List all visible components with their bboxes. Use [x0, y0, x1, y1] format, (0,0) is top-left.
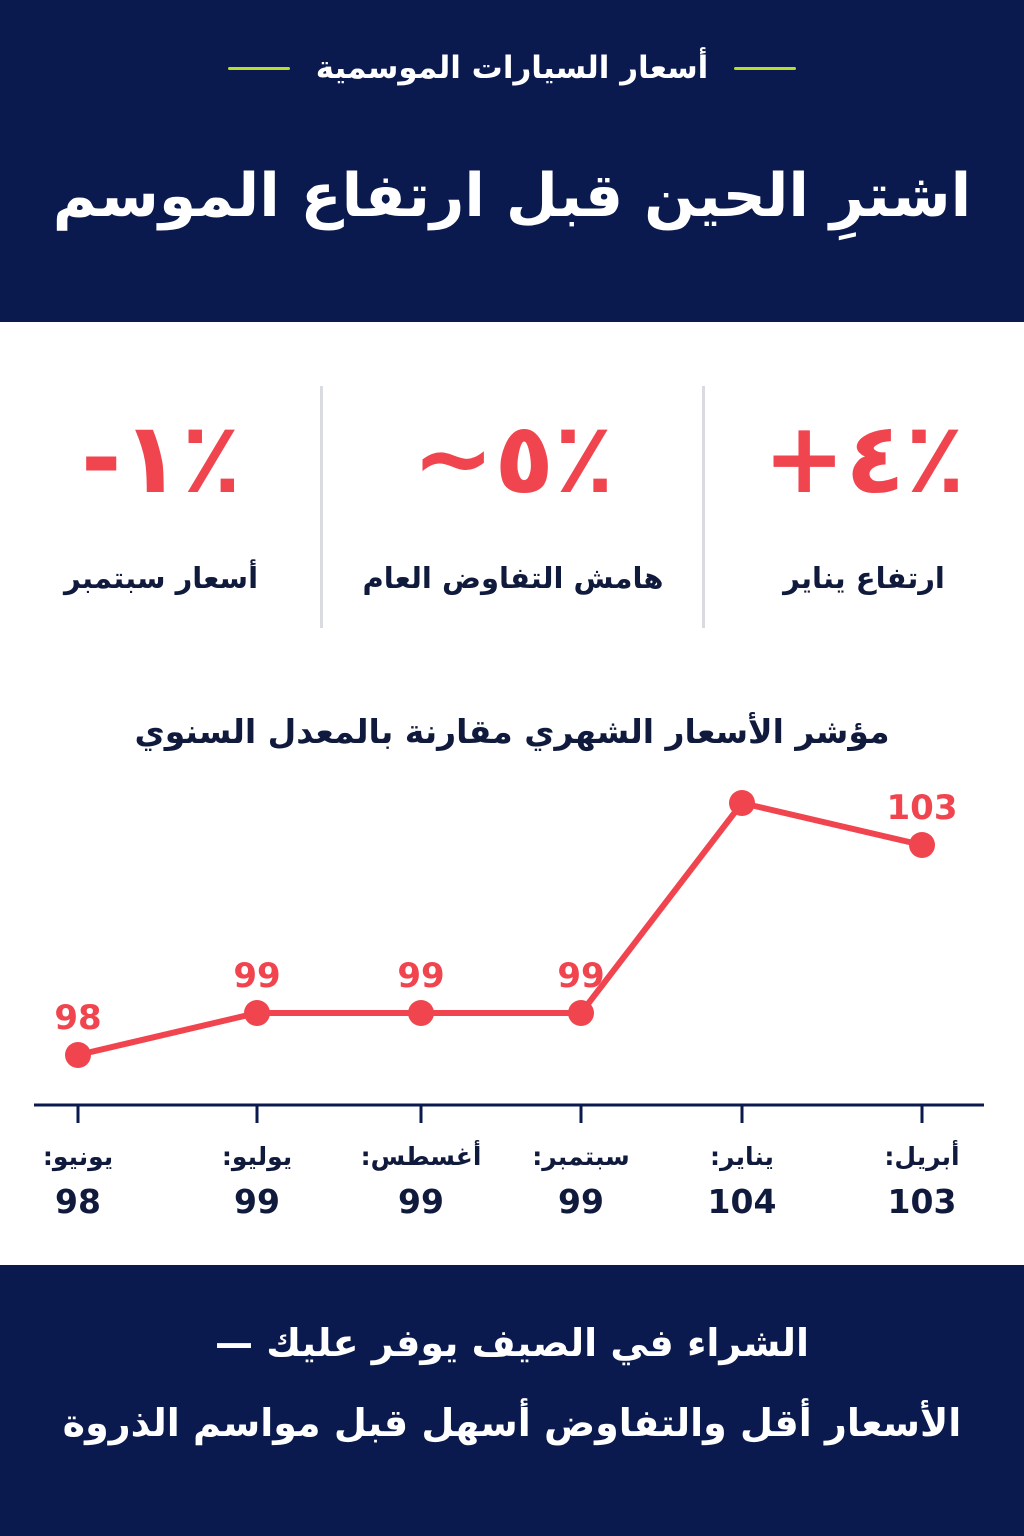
data-point — [65, 1042, 91, 1068]
data-label: 99 — [397, 956, 444, 996]
x-tick-value: 99 — [558, 1182, 604, 1221]
x-tick-label: يوليو: — [222, 1142, 292, 1172]
chart-title: مؤشر الأسعار الشهري مقارنة بالمعدل السنو… — [134, 712, 890, 751]
x-tick-value: 98 — [55, 1182, 101, 1221]
x-tick-label: أغسطس: — [361, 1140, 482, 1171]
series-line — [75, 800, 925, 1058]
line-chart: 98 يونيو: 98 99 يوليو: 99 99 أغسطس: 99 99 سبتمبر: 9… — [34, 780, 984, 1221]
stat-value: ~٥٪ — [412, 402, 614, 516]
footer-line-2: الأسعار أقل والتفاوض أسهل قبل مواسم الذر… — [62, 1401, 962, 1445]
stat-negotiation-margin: ~٥٪ هامش التفاوض العام — [322, 386, 704, 628]
data-point — [408, 1000, 434, 1026]
data-label: 103 — [887, 788, 958, 828]
data-point — [909, 832, 935, 858]
headline: اشترِ الحين قبل ارتفاع الموسم — [52, 161, 972, 231]
data-label: 104 — [707, 780, 778, 786]
footer-line-1: الشراء في الصيف يوفر عليك — — [214, 1321, 809, 1365]
x-tick-value: 99 — [234, 1182, 280, 1221]
data-label: 99 — [557, 956, 604, 996]
x-tick-value: 104 — [708, 1182, 777, 1221]
stat-value: +٤٪ — [763, 402, 965, 516]
x-tick-label: يونيو: — [43, 1142, 113, 1172]
x-tick-label: سبتمبر: — [532, 1142, 630, 1172]
data-point — [568, 1000, 594, 1026]
stat-january-rise: +٤٪ ارتفاع يناير — [704, 386, 1024, 628]
stat-value: -١٪ — [80, 402, 242, 516]
data-label: 98 — [54, 998, 101, 1038]
data-point — [244, 1000, 270, 1026]
x-tick-value: 103 — [888, 1182, 957, 1221]
eyebrow-line-left — [227, 66, 290, 70]
stat-divider — [320, 386, 323, 628]
x-tick-label: أبريل: — [884, 1140, 959, 1172]
eyebrow-line-right — [734, 66, 797, 70]
stat-september-prices: -١٪ أسعار سبتمبر — [0, 386, 322, 628]
stat-label: ارتفاع يناير — [783, 561, 945, 595]
footer-banner: الشراء في الصيف يوفر عليك — الأسعار أقل … — [0, 1265, 1024, 1536]
x-tick-value: 99 — [398, 1182, 444, 1221]
stat-label: أسعار سبتمبر — [63, 561, 259, 595]
stats-row: +٤٪ ارتفاع يناير ~٥٪ هامش التفاوض العام … — [0, 386, 1024, 628]
eyebrow-text: أسعار السيارات الموسمية — [315, 50, 709, 86]
header-banner: أسعار السيارات الموسمية اشترِ الحين قبل … — [0, 0, 1024, 322]
stat-divider — [702, 386, 705, 628]
stat-label: هامش التفاوض العام — [362, 561, 664, 595]
data-label: 99 — [233, 956, 280, 996]
eyebrow: أسعار السيارات الموسمية — [0, 40, 1024, 96]
x-tick-label: يناير: — [710, 1142, 774, 1172]
data-point — [729, 790, 755, 816]
